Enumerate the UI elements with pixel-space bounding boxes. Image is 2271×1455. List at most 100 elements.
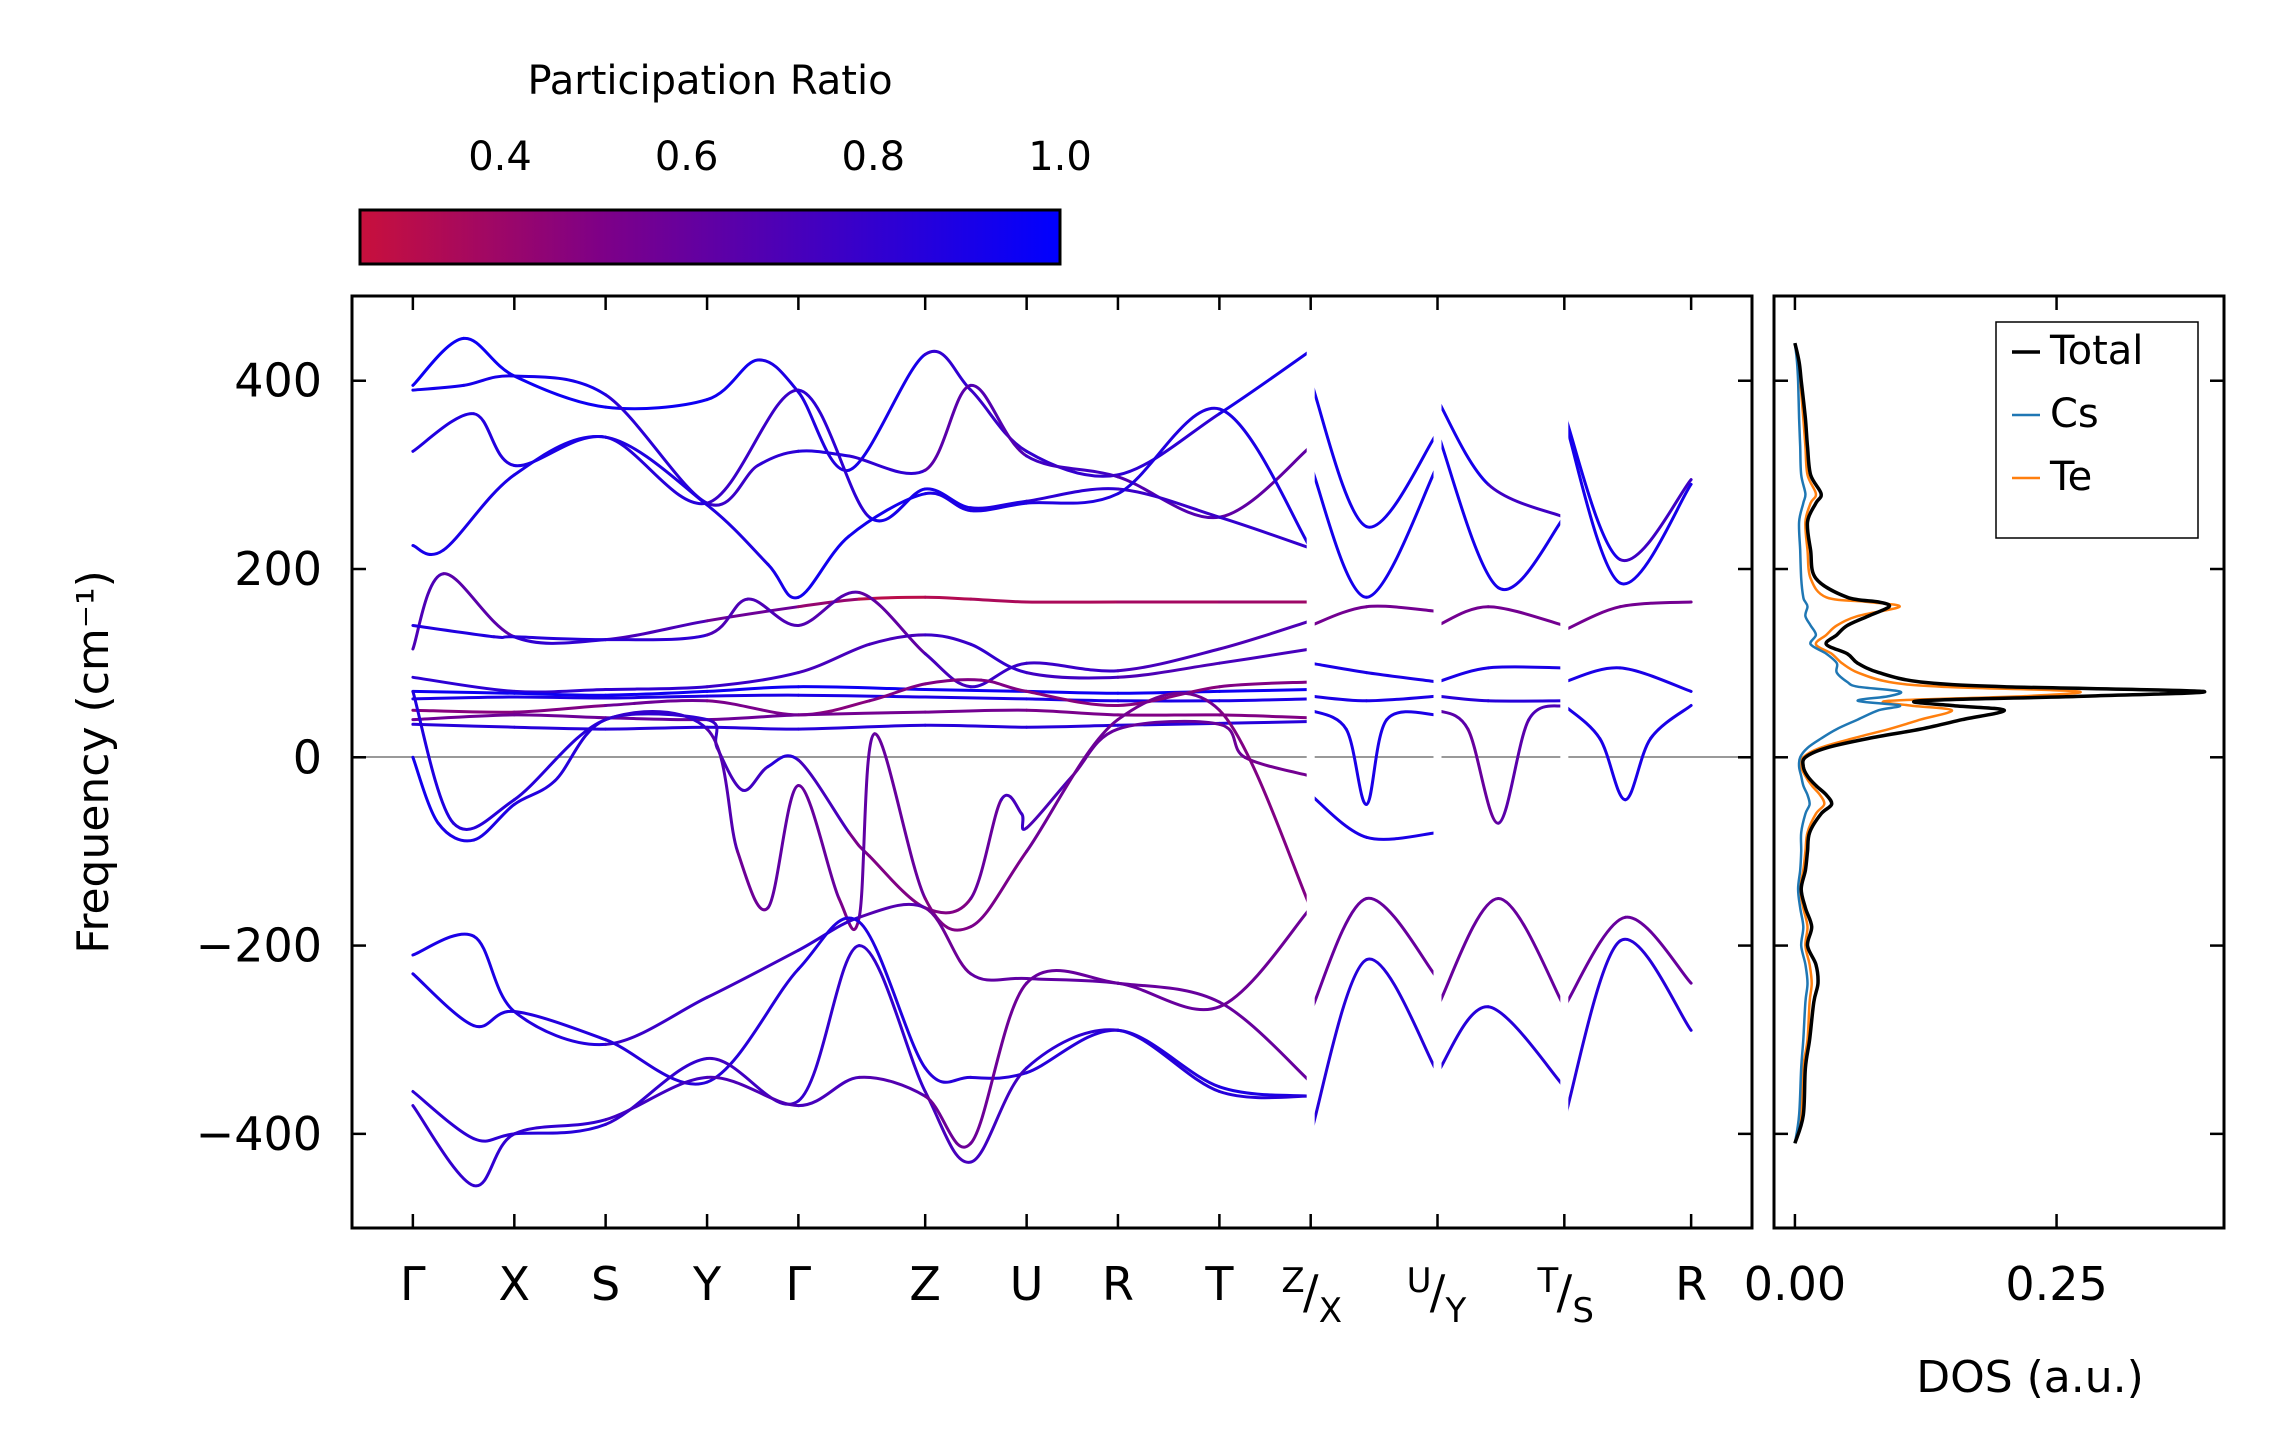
band-segment: [923, 708, 1029, 714]
band-segment: [1562, 915, 1627, 1009]
band-segment: [1365, 896, 1439, 980]
band-segment: [1527, 704, 1566, 722]
legend-label-total: Total: [2049, 328, 2143, 374]
band-segment: [756, 358, 800, 394]
band-segment: [604, 1075, 709, 1122]
dos-x-tick-label: 0.25: [2005, 1257, 2107, 1311]
band-segment: [462, 374, 516, 387]
band-segment: [604, 393, 709, 505]
band-segment: [1562, 412, 1622, 562]
band-segment: [1618, 482, 1693, 586]
band-segment: [705, 967, 800, 1084]
band-segment: [923, 678, 983, 686]
band-segment: [604, 633, 709, 642]
x-tick-label-sub: S: [1572, 1291, 1594, 1331]
band-segment: [969, 849, 1029, 929]
legend-frame: [1995, 321, 2199, 539]
band-segment: [923, 1066, 973, 1084]
band-segment: [796, 590, 861, 627]
band-segment: [1020, 812, 1029, 831]
band-segment: [411, 1104, 476, 1188]
band-segment: [1025, 723, 1120, 729]
band-seg4-neg-b: [1562, 937, 1693, 1122]
dos-y-ticks: [1774, 379, 2224, 1136]
band-segment: [604, 1038, 709, 1086]
band-seg2-low-a: [1309, 708, 1439, 806]
band-segment: [1025, 454, 1120, 479]
band-seg3-mid-c: [1436, 694, 1566, 703]
band-segment: [462, 336, 516, 378]
x-tick-label-slash: /: [1430, 1265, 1446, 1319]
band-seg2-mid-b: [1309, 661, 1439, 684]
band-segment: [1618, 600, 1693, 609]
band-segment: [512, 1122, 608, 1136]
band-segment: [867, 487, 927, 523]
x-tick-label-sub: X: [1319, 1291, 1342, 1331]
band-segment: [796, 916, 861, 971]
band-segment: [1486, 665, 1566, 670]
band-segment: [1649, 704, 1693, 740]
band-segment: [512, 435, 608, 477]
dos-axes-frame: [1772, 294, 2226, 1230]
segment-dividers: [1306, 298, 1569, 1226]
dos-x-axis-label: DOS (a.u.): [1916, 1352, 2144, 1403]
band-segment: [411, 722, 516, 729]
y-tick-label: 400: [234, 354, 322, 408]
band-segment: [847, 352, 927, 472]
dos-x-tick-label: 0.00: [1744, 1257, 1846, 1311]
band-segment: [923, 491, 973, 513]
band-segment: [766, 754, 800, 769]
band-segment: [1217, 1090, 1313, 1100]
band-segment: [923, 595, 973, 601]
x-tick-label-sup: U: [1407, 1261, 1432, 1301]
band-segment: [1025, 1028, 1120, 1070]
band-segment: [1365, 957, 1439, 1075]
band-seg3-mid-a: [1436, 605, 1566, 627]
band-segment: [472, 934, 516, 1013]
colorbar: Participation Ratio 0.4 0.6 0.8 1.0: [358, 58, 1092, 266]
band-segment: [604, 725, 709, 731]
band-segment: [705, 725, 800, 731]
band-segment: [857, 732, 876, 919]
band-segment: [411, 412, 476, 453]
band-segment: [796, 685, 927, 691]
colorbar-tick-label: 0.8: [842, 134, 906, 180]
band-segment: [512, 725, 608, 731]
band-band-9: [411, 693, 1313, 703]
band-segment: [867, 854, 927, 910]
band-segment: [969, 642, 1029, 675]
band-segment: [1562, 939, 1622, 1122]
band-segment: [969, 798, 1003, 900]
band-segment: [969, 501, 1029, 513]
band-segment: [1070, 727, 1120, 778]
band-segment: [1365, 431, 1439, 529]
band-segment: [1025, 671, 1120, 680]
band-segment: [796, 597, 861, 609]
band-band-4: [411, 406, 1313, 600]
band-seg3-low-a: [1436, 704, 1566, 825]
band-segment: [1618, 478, 1693, 563]
band-segment: [436, 821, 476, 843]
band-segment: [969, 972, 1029, 982]
band-segment: [411, 689, 455, 825]
y-axis-label: Frequency (cm⁻¹): [68, 570, 119, 954]
band-segment: [1344, 727, 1368, 806]
band-segment: [796, 784, 841, 900]
band-band-5: [411, 572, 1313, 651]
band-segment: [756, 449, 800, 467]
band-segment: [411, 713, 516, 722]
band-segment: [512, 779, 557, 806]
band-band-1: [411, 336, 1313, 478]
band-segment: [492, 635, 516, 640]
segment-gap: [1560, 298, 1569, 1226]
band-segment: [705, 685, 800, 693]
band-segment: [1309, 708, 1348, 731]
y-tick-label: 200: [234, 542, 322, 596]
band-segment: [1217, 619, 1313, 651]
band-segment: [1466, 727, 1500, 825]
x-tick-label: Z: [909, 1257, 941, 1311]
band-segment: [1217, 720, 1313, 725]
band-segment: [705, 597, 750, 637]
band-segment: [512, 688, 608, 694]
band-segment: [1309, 464, 1368, 599]
